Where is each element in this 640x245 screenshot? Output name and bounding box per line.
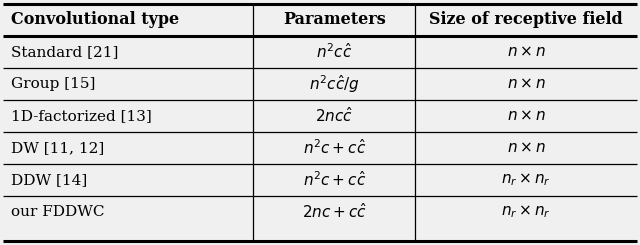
Text: $n^2c\hat{c}/g$: $n^2c\hat{c}/g$ [309, 73, 360, 95]
Text: our FDDWC: our FDDWC [11, 205, 104, 219]
Text: $2nc\hat{c}$: $2nc\hat{c}$ [316, 107, 353, 125]
Text: Standard [21]: Standard [21] [11, 45, 118, 59]
Text: $2nc + c\hat{c}$: $2nc + c\hat{c}$ [301, 203, 367, 221]
Text: DW [11, 12]: DW [11, 12] [11, 141, 104, 155]
Text: $n_r \times n_r$: $n_r \times n_r$ [501, 172, 551, 188]
Text: $n^2c + c\hat{c}$: $n^2c + c\hat{c}$ [303, 138, 366, 158]
Text: $n \times n$: $n \times n$ [506, 109, 545, 123]
Text: $n \times n$: $n \times n$ [506, 45, 545, 59]
Text: $n^2c + c\hat{c}$: $n^2c + c\hat{c}$ [303, 171, 366, 189]
Text: Size of receptive field: Size of receptive field [429, 12, 623, 28]
Text: Convolutional type: Convolutional type [11, 12, 179, 28]
Text: $n \times n$: $n \times n$ [506, 141, 545, 155]
Text: Group [15]: Group [15] [11, 77, 95, 91]
Text: DDW [14]: DDW [14] [11, 173, 87, 187]
Text: Parameters: Parameters [283, 12, 386, 28]
Text: $n_r \times n_r$: $n_r \times n_r$ [501, 204, 551, 220]
Text: $n \times n$: $n \times n$ [506, 77, 545, 91]
Text: 1D-factorized [13]: 1D-factorized [13] [11, 109, 152, 123]
Text: $n^2c\hat{c}$: $n^2c\hat{c}$ [316, 43, 353, 61]
